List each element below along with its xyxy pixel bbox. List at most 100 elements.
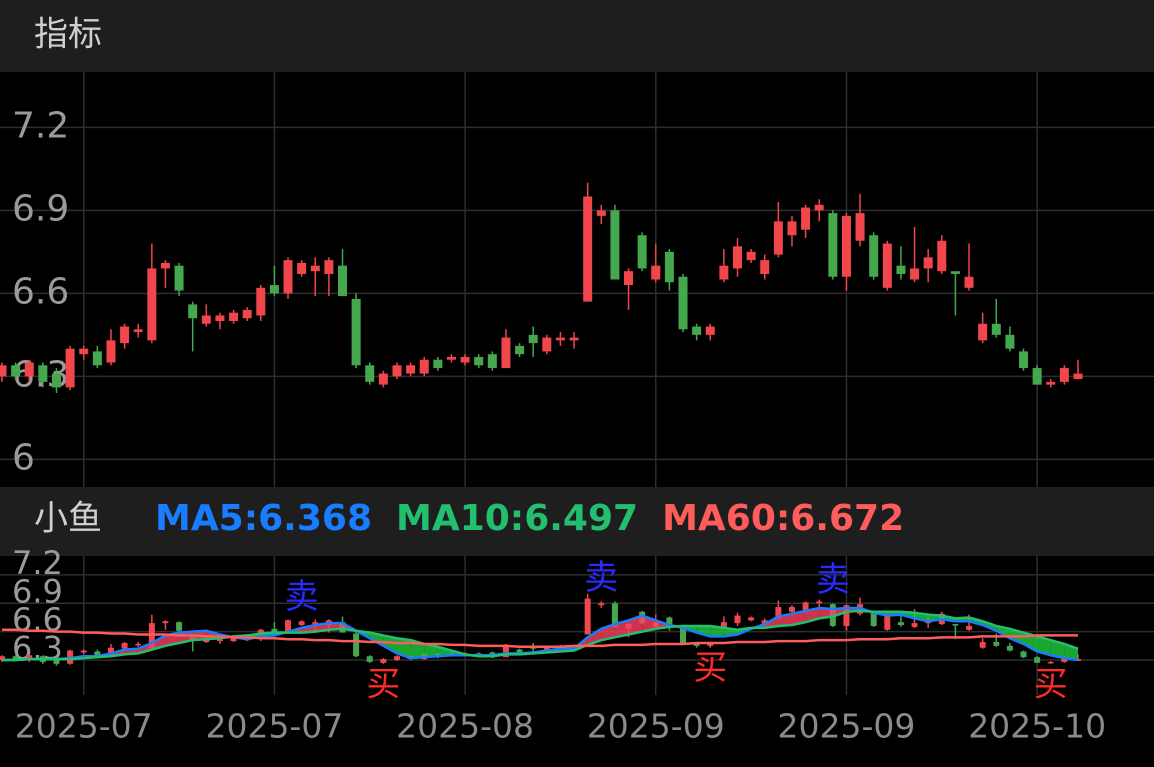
ma-fill <box>383 635 397 654</box>
candle-body <box>569 337 579 341</box>
candle-body <box>693 642 700 646</box>
ma-fill <box>614 620 629 638</box>
y-tick-label: 6.9 <box>12 188 69 229</box>
candle-body <box>952 624 959 626</box>
candle-body <box>773 221 783 255</box>
candle-body <box>0 656 5 661</box>
candle-body <box>216 639 223 642</box>
candle-body <box>637 235 647 269</box>
candle-body <box>788 607 795 612</box>
candle-body <box>1061 657 1068 662</box>
candle-body <box>487 354 497 369</box>
candle-body <box>1046 381 1056 385</box>
candle-body <box>720 622 727 627</box>
candle-body <box>760 260 770 274</box>
header-bar <box>0 0 1154 72</box>
candle-body <box>1047 661 1054 664</box>
candle-body <box>133 329 143 333</box>
candle-body <box>870 611 877 626</box>
candle-body <box>584 598 591 635</box>
candle-body <box>896 265 906 274</box>
candle-body <box>748 617 755 621</box>
candle-body <box>1034 657 1041 663</box>
y-tick-label: 6 <box>12 437 35 478</box>
candle-body <box>283 260 293 294</box>
candle-body <box>121 642 128 649</box>
candle-body <box>937 240 947 272</box>
x-tick-label: 2025-08 <box>396 707 534 746</box>
x-tick-label: 2025-09 <box>587 707 725 746</box>
candle-body <box>135 643 142 646</box>
candle-body <box>732 246 742 269</box>
candle-body <box>884 614 891 630</box>
legend-entry: MA60:6.672 <box>662 498 904 539</box>
candle-body <box>1005 334 1015 349</box>
candle-body <box>664 251 674 283</box>
candle-body <box>666 617 673 628</box>
x-tick-label: 2025-09 <box>778 707 916 746</box>
candle-body <box>543 646 550 652</box>
ma-line <box>2 609 1079 662</box>
signal-label: 卖 <box>816 560 850 600</box>
candle-body <box>705 326 715 335</box>
y-tick-label: 6.6 <box>12 271 69 312</box>
candle-body <box>229 312 239 321</box>
ma-fill <box>696 625 711 637</box>
candle-body <box>65 348 75 388</box>
candle-body <box>174 265 184 291</box>
legend-entry: MA10:6.497 <box>396 498 638 539</box>
candle-body <box>596 210 606 216</box>
candle-body <box>446 356 456 360</box>
candle-body <box>869 235 879 277</box>
candle-body <box>502 646 509 658</box>
candle-body <box>1006 645 1013 651</box>
candle-body <box>79 348 89 355</box>
candle-body <box>419 359 429 374</box>
candle-body <box>680 625 687 644</box>
candle-body <box>38 365 48 382</box>
candle-body <box>610 210 620 280</box>
signal-label: 买 <box>693 648 727 688</box>
candle-body <box>978 323 988 341</box>
candle-body <box>474 356 484 366</box>
candle-body <box>598 603 605 606</box>
candle-body <box>897 622 904 626</box>
candle-body <box>678 276 688 330</box>
candle-body <box>855 213 865 241</box>
candle-body <box>993 642 1000 646</box>
candle-body <box>51 373 61 388</box>
candle-body <box>351 298 361 366</box>
candle-body <box>814 204 824 211</box>
candle-body <box>365 365 375 382</box>
candle-body <box>310 265 320 272</box>
candle-body <box>707 642 714 646</box>
candle-body <box>201 315 211 324</box>
ma-fill <box>791 610 806 626</box>
candle-body <box>1073 373 1083 380</box>
x-tick-label: 2025-10 <box>968 707 1106 746</box>
candle-body <box>393 656 400 661</box>
candle-body <box>312 622 319 625</box>
signal-label: 卖 <box>584 558 618 598</box>
candle-body <box>53 659 60 664</box>
candle-body <box>515 345 525 355</box>
candle-body <box>1059 368 1069 382</box>
candle-body <box>923 257 933 269</box>
candle-body <box>297 262 307 274</box>
y-tick-label: 7.2 <box>12 544 63 582</box>
candle-body <box>911 623 918 627</box>
candle-body <box>106 340 116 363</box>
candle-body <box>611 603 618 627</box>
signal-label: 卖 <box>285 577 319 617</box>
indicator-bar <box>0 487 1154 556</box>
candle-body <box>26 655 33 661</box>
candle-body <box>176 622 183 631</box>
y-tick-label: 7.2 <box>12 105 69 146</box>
candle-body <box>392 365 402 377</box>
candle-body <box>298 621 305 626</box>
candle-body <box>816 601 823 604</box>
candle-body <box>734 615 741 624</box>
